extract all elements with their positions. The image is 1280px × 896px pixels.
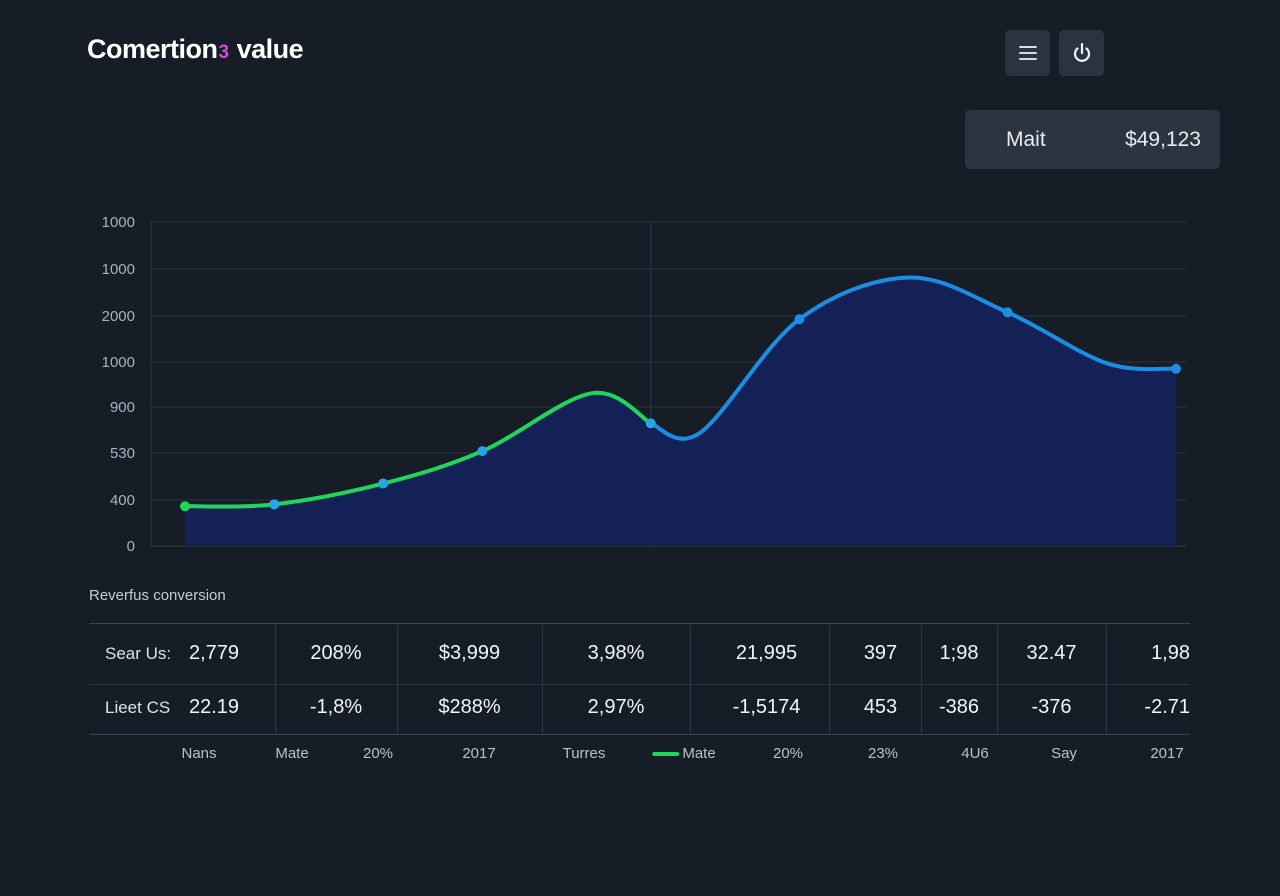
table-column-divider (542, 625, 543, 733)
y-tick-label: 1000 (102, 214, 135, 231)
legend-item: 23% (868, 745, 898, 762)
table-cell: 1,98 (1151, 642, 1190, 664)
legend-label: 2017 (1150, 745, 1184, 762)
data-point (794, 314, 805, 325)
legend-item: 4U6 (961, 745, 989, 762)
power-button[interactable] (1059, 30, 1104, 76)
table-cell: 22.19 (188, 696, 240, 718)
legend-item: Turres (563, 745, 606, 762)
series-line (183, 390, 653, 509)
table-cell: 21,995 (735, 642, 798, 664)
y-tick-label: 400 (110, 492, 135, 509)
table-top-rule (89, 623, 1190, 624)
chart-marker-layer (180, 307, 1181, 512)
data-point (1002, 307, 1013, 318)
legend-label: 4U6 (961, 745, 989, 762)
y-tick-label: 1000 (102, 261, 135, 278)
title-part-2: value (236, 34, 304, 64)
table-cell: $3,999 (438, 642, 501, 664)
chart-y-ticks: 1000 1000 2000 1000 900 530 400 0 (102, 214, 135, 555)
legend-item: 20% (363, 745, 393, 762)
table-cell: -2.71 (1144, 696, 1190, 718)
table-column-divider (397, 625, 398, 733)
menu-icon (1018, 46, 1037, 60)
table-column-divider (997, 625, 998, 733)
y-tick-label: 900 (110, 399, 135, 416)
legend-item: 2017 (462, 745, 495, 762)
legend-item: Nans (181, 745, 216, 762)
table-column-divider (1106, 625, 1107, 733)
legend-label: Mate (275, 745, 309, 762)
table-column-divider (690, 625, 691, 733)
chart-area-fill (185, 277, 1176, 546)
chart-line-layer (183, 275, 1178, 509)
legend-label: 23% (867, 745, 899, 762)
legend-item: 2017 (1150, 745, 1183, 762)
table-row: Lieet CS 22.19 -1,8% $288% 2,97% -1,5174… (89, 681, 1190, 734)
row-label: Sear Us: (105, 643, 172, 663)
y-tick-label: 2000 (102, 308, 135, 325)
chart-caption: Reverfus conversion (89, 587, 226, 604)
legend-item: Say (1051, 745, 1077, 762)
legend-label: Say (1051, 745, 1077, 762)
table-cell: 2,779 (188, 642, 240, 664)
chart-area-layer (185, 277, 1176, 546)
data-point (378, 478, 389, 489)
table-column-divider (921, 625, 922, 733)
table-cell: 208% (310, 642, 362, 664)
y-tick-label: 530 (110, 445, 135, 462)
table-mid-rule (89, 684, 1190, 685)
table-cell: 453 (863, 696, 898, 718)
summary-label: Mait (1006, 127, 1046, 151)
legend-label: 20% (772, 745, 804, 762)
series-line (648, 275, 1178, 441)
summary-card: Mait $49,123 (965, 110, 1220, 169)
menu-button[interactable] (1005, 30, 1050, 76)
legend-item: 20% (773, 745, 803, 762)
table-bottom-rule (89, 734, 1190, 735)
data-point (1171, 363, 1181, 374)
data-point (477, 446, 488, 457)
legend-label: Mate (682, 745, 716, 762)
table-cell: -1,5174 (732, 696, 801, 718)
legend-label: 20% (362, 745, 394, 762)
table-cell: -376 (1031, 696, 1072, 718)
y-tick-label: 1000 (102, 354, 135, 371)
area-chart: 1000 1000 2000 1000 900 530 400 0 (102, 214, 1186, 555)
table-row: Sear Us: 2,779 208% $3,999 3,98% 21,995 … (89, 627, 1190, 680)
table-cell: 397 (863, 642, 898, 664)
legend-item-with-swatch: Mate (652, 745, 716, 762)
title-accent-glyph: 3 (218, 42, 230, 63)
legend-label: 2017 (462, 745, 496, 762)
table-column-divider (275, 625, 276, 733)
data-point (269, 499, 280, 510)
table-cell: 32.47 (1026, 642, 1077, 664)
table-cell: -1,8% (309, 696, 363, 718)
table-cell: $288% (438, 696, 501, 718)
legend-label: Nans (181, 745, 217, 762)
y-tick-label: 0 (127, 538, 135, 555)
table-cell: 1;98 (939, 642, 979, 664)
table-cell: 3,98% (587, 642, 645, 664)
row-label: Lieet CS (105, 697, 171, 717)
legend-item: Mate (275, 745, 308, 762)
power-icon (1073, 42, 1090, 62)
title-part-1: Comertion (87, 34, 218, 64)
table-cell: -386 (938, 696, 980, 718)
data-point (645, 418, 656, 429)
page-title: Comertion3 value (87, 34, 304, 65)
table-column-divider (829, 625, 830, 733)
table-cell: 2,97% (587, 696, 645, 718)
summary-value: $49,123 (1125, 127, 1201, 151)
data-point (180, 501, 190, 512)
legend-label: Turres (562, 745, 606, 762)
legend-swatch (652, 751, 680, 756)
